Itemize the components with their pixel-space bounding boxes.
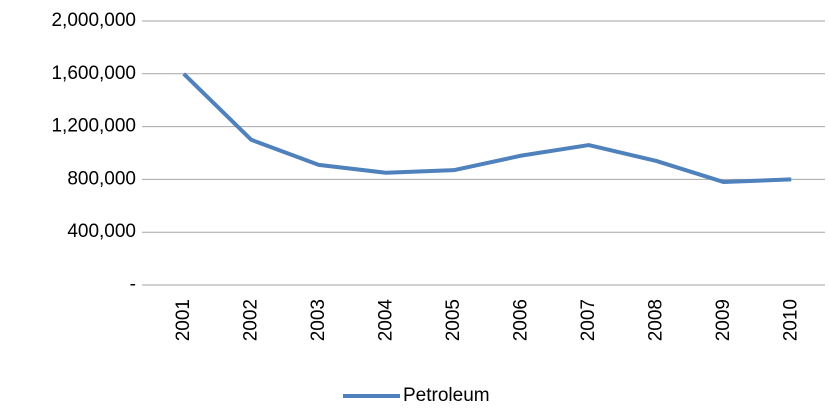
x-tick-label: 2003 [308,299,329,341]
x-tick-label: 2001 [173,299,194,341]
x-tick-label: 2007 [578,299,599,341]
legend-label: Petroleum [403,385,490,406]
y-tick-label: - [130,274,136,295]
y-tick-label: 800,000 [67,168,136,189]
x-tick-label: 2008 [645,299,666,341]
x-tick-label: 2005 [443,299,464,341]
y-tick-label: 2,000,000 [51,10,136,31]
x-tick-label: 2002 [240,299,261,341]
series-line [182,72,792,185]
x-tick-label: 2009 [713,299,734,341]
y-tick-label: 1,600,000 [51,63,136,84]
y-tick-label: 400,000 [67,221,136,242]
x-tick-label: 2004 [375,299,396,342]
y-tick-label: 1,200,000 [51,116,136,137]
x-tick-label: 2006 [510,299,531,341]
x-tick-label: 2010 [780,299,801,341]
